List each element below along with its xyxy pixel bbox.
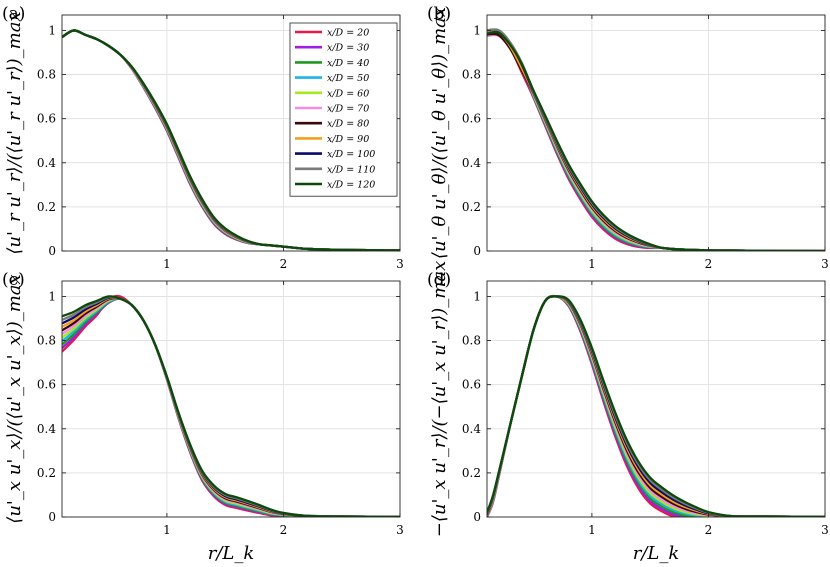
y-tick-label-b-3: 0.6 — [462, 112, 481, 126]
y-axis-label-b: ⟨u'_θ u'_θ⟩/(⟨u'_θ u'_θ⟩)_max — [429, 7, 450, 259]
series-line-a-10 — [62, 29, 400, 251]
y-tick-label-a-0: 0 — [48, 244, 56, 258]
panel-d: 1 2 3 0 0.2 0.4 0.6 0.8 1 (d)−⟨u'_x u'_r⟩/(−⟨u'_x… — [427, 261, 829, 564]
legend-label-8: x/D = 100 — [327, 149, 375, 160]
y-tick-label-d-4: 0.8 — [462, 334, 481, 348]
legend-label-5: x/D = 70 — [327, 104, 369, 115]
plot-area-c — [62, 281, 400, 517]
panel-tag-c: (c) — [2, 270, 25, 290]
x-tick-label-c-2: 3 — [396, 523, 404, 537]
x-tick-label-d-1: 2 — [705, 523, 713, 537]
y-tick-label-c-5: 1 — [48, 289, 56, 303]
x-axis-label-d: r/L_k — [633, 543, 680, 564]
x-tick-label-c-1: 2 — [280, 523, 288, 537]
y-tick-label-a-3: 0.6 — [37, 112, 56, 126]
panel-tag-a: (a) — [2, 4, 25, 24]
y-tick-label-c-0: 0 — [48, 510, 56, 524]
axes-frame-a — [61, 14, 401, 252]
x-tick-label-d-0: 1 — [588, 523, 596, 537]
y-tick-label-b-1: 0.2 — [462, 200, 481, 214]
y-tick-label-a-2: 0.4 — [37, 156, 56, 170]
axes-frame-c — [61, 280, 401, 518]
panel-b: 1 2 3 0 0.2 0.4 0.6 0.8 1 (b)⟨u'_θ u'_θ⟩/(⟨u'_θ u… — [427, 4, 829, 271]
legend: x/D = 20 x/D = 30 x/D = 40 x/D = 50 x/D = 60… — [289, 22, 398, 197]
legend-box — [289, 22, 398, 197]
series-group-c — [62, 294, 400, 517]
panel-c: 1 2 3 0 0.2 0.4 0.6 0.8 1 (c)⟨u'_x u'_x⟩/(⟨u'_x u… — [2, 270, 404, 564]
panel-tag-d: (d) — [427, 270, 451, 290]
series-group-b — [487, 28, 825, 251]
x-tick-label-c-0: 1 — [163, 523, 171, 537]
y-tick-label-c-3: 0.6 — [37, 378, 56, 392]
y-tick-label-b-2: 0.4 — [462, 156, 481, 170]
legend-label-2: x/D = 40 — [327, 58, 369, 69]
plot-area-b — [487, 15, 825, 251]
series-group-d — [487, 294, 825, 517]
series-group-a — [62, 29, 400, 251]
y-axis-label-c: ⟨u'_x u'_x⟩/(⟨u'_x u'_x⟩)_max — [4, 274, 25, 523]
legend-label-9: x/D = 110 — [327, 164, 375, 175]
y-tick-label-d-1: 0.2 — [462, 466, 481, 480]
series-line-c-10 — [62, 295, 400, 517]
y-axis-label-d: −⟨u'_x u'_r⟩/(−⟨u'_x u'_r⟩)_max — [429, 261, 450, 537]
y-tick-label-a-1: 0.2 — [37, 200, 56, 214]
legend-label-7: x/D = 90 — [327, 134, 369, 145]
y-tick-label-b-4: 0.8 — [462, 68, 481, 82]
x-tick-label-a-2: 3 — [396, 257, 404, 271]
x-tick-label-a-1: 2 — [280, 257, 288, 271]
legend-label-3: x/D = 50 — [327, 73, 369, 84]
axes-frame-b — [486, 14, 826, 252]
y-tick-label-b-0: 0 — [473, 244, 481, 258]
y-tick-label-b-5: 1 — [473, 23, 481, 37]
axes-frame-d — [486, 280, 826, 518]
legend-label-10: x/D = 120 — [327, 180, 375, 191]
x-axis-label-c: r/L_k — [208, 543, 255, 564]
x-tick-label-a-0: 1 — [163, 257, 171, 271]
y-tick-label-d-2: 0.4 — [462, 422, 481, 436]
y-tick-label-d-0: 0 — [473, 510, 481, 524]
panels-root: 1 2 3 0 0.2 0.4 0.6 0.8 1 (a)⟨u'_r u'_r⟩/(⟨u'_r u… — [2, 4, 829, 564]
plot-area-d — [487, 281, 825, 517]
legend-label-1: x/D = 30 — [327, 43, 369, 54]
legend-label-0: x/D = 20 — [327, 28, 369, 39]
y-tick-label-a-5: 1 — [48, 23, 56, 37]
y-tick-label-c-1: 0.2 — [37, 466, 56, 480]
x-tick-label-b-1: 2 — [705, 257, 713, 271]
x-tick-label-d-2: 3 — [821, 523, 829, 537]
y-tick-label-a-4: 0.8 — [37, 68, 56, 82]
x-tick-label-b-2: 3 — [821, 257, 829, 271]
y-axis-label-a: ⟨u'_r u'_r⟩/(⟨u'_r u'_r⟩)_max — [4, 11, 25, 254]
x-tick-label-b-0: 1 — [588, 257, 596, 271]
legend-label-4: x/D = 60 — [327, 88, 369, 99]
y-tick-label-d-3: 0.6 — [462, 378, 481, 392]
series-line-d-10 — [487, 295, 825, 517]
panel-tag-b: (b) — [427, 4, 451, 24]
y-tick-label-c-2: 0.4 — [37, 422, 56, 436]
legend-label-6: x/D = 80 — [327, 119, 369, 130]
series-line-b-10 — [487, 30, 825, 251]
y-tick-label-c-4: 0.8 — [37, 334, 56, 348]
y-tick-label-d-5: 1 — [473, 289, 481, 303]
